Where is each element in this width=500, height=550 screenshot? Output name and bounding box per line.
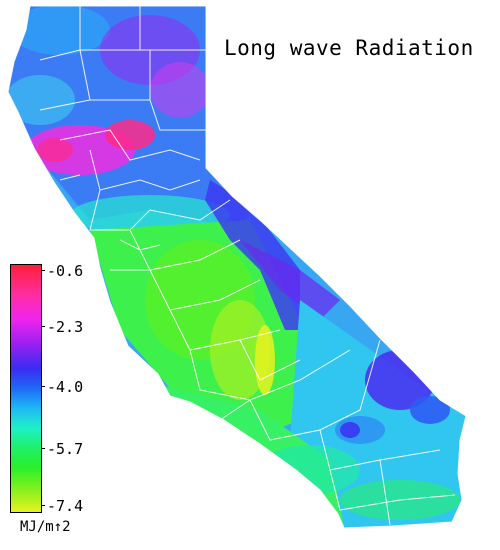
legend-tick-label: -5.7 xyxy=(47,440,84,458)
legend-unit-label: MJ/m↑2 xyxy=(20,519,71,535)
legend-tick-label: -7.4 xyxy=(47,497,84,515)
legend-tick-label: -4.0 xyxy=(47,378,84,396)
legend-tick xyxy=(41,386,45,387)
legend-tick xyxy=(41,505,45,506)
map-title: Long wave Radiation xyxy=(224,36,474,60)
legend-tick xyxy=(41,270,45,271)
legend-tick-label: -0.6 xyxy=(47,262,84,280)
legend-tick xyxy=(41,326,45,327)
legend-tick xyxy=(41,448,45,449)
legend-tick-label: -2.3 xyxy=(47,318,84,336)
color-scale-bar xyxy=(10,264,42,513)
county-boundaries xyxy=(7,5,467,529)
